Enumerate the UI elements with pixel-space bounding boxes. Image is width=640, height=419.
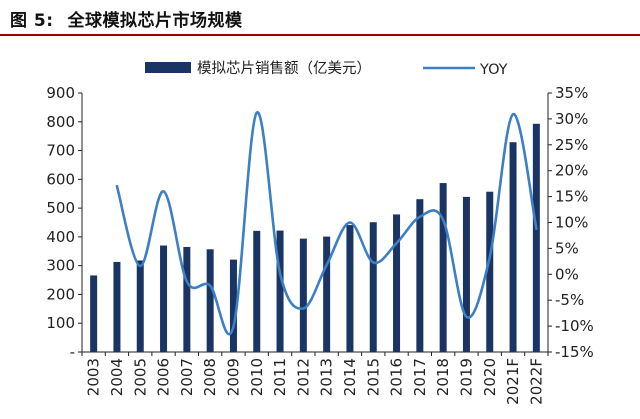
- yoy-point: [395, 242, 398, 245]
- x-tick-label: 2003: [85, 358, 103, 396]
- yoy-point: [465, 315, 468, 318]
- yoy-point: [185, 280, 189, 283]
- x-tick-label: 2021F: [504, 358, 522, 405]
- right-tick-label: 35%: [555, 84, 588, 102]
- x-tick-label: 2012: [294, 358, 312, 396]
- yoy-point: [232, 325, 235, 328]
- x-tick-label: 2016: [388, 358, 406, 396]
- yoy-point: [441, 218, 445, 222]
- yoy-point: [278, 272, 282, 275]
- x-tick-label: 2015: [364, 358, 382, 396]
- sales-bar: [532, 123, 540, 352]
- right-tick-label: 25%: [555, 136, 588, 154]
- yoy-point: [139, 264, 142, 268]
- sales-bar: [206, 249, 214, 352]
- x-tick-label: 2018: [434, 358, 452, 396]
- figure-title-text: 全球模拟芯片市场规模: [67, 11, 243, 31]
- yoy-point: [208, 284, 212, 287]
- x-tick-label: 2019: [457, 358, 475, 396]
- x-tick-label: 2022F: [527, 358, 545, 405]
- yoy-point: [511, 113, 515, 116]
- sales-bar: [90, 275, 98, 352]
- yoy-point: [115, 185, 119, 188]
- x-tick-label: 2010: [248, 358, 266, 396]
- left-tick-label: 300: [46, 257, 75, 275]
- sales-bar: [253, 230, 261, 352]
- x-tick-label: 2017: [411, 358, 429, 396]
- x-tick-label: 2011: [271, 358, 289, 396]
- yoy-point: [348, 221, 352, 224]
- right-tick-label: 20%: [555, 162, 588, 180]
- yoy-point: [255, 111, 258, 114]
- sales-bar: [416, 199, 424, 352]
- sales-bar: [369, 222, 377, 352]
- sales-bar: [393, 214, 401, 352]
- right-tick-label: -15%: [555, 343, 594, 361]
- left-tick-label: 500: [46, 199, 75, 217]
- sales-bar: [113, 261, 121, 352]
- yoy-point: [302, 307, 305, 310]
- sales-bar: [439, 183, 447, 352]
- yoy-point: [418, 215, 422, 219]
- x-tick-label: 2005: [131, 358, 149, 396]
- sales-bar: [299, 238, 307, 352]
- left-tick-label: 200: [46, 285, 75, 303]
- right-tick-label: 0%: [555, 265, 579, 283]
- sales-bar: [462, 196, 470, 352]
- right-tick-label: 30%: [555, 110, 588, 128]
- figure-number: 图 5:: [10, 11, 54, 31]
- sales-bar: [229, 259, 237, 352]
- left-tick-label: 100: [46, 314, 75, 332]
- left-tick-label: -: [70, 343, 75, 361]
- sales-bar: [323, 236, 331, 352]
- left-tick-label: 800: [46, 113, 75, 131]
- title-divider: [0, 34, 640, 36]
- right-tick-label: -5%: [555, 291, 584, 309]
- sales-bar: [183, 246, 191, 352]
- x-tick-label: 2013: [318, 358, 336, 396]
- left-tick-label: 600: [46, 170, 75, 188]
- sales-bar: [509, 142, 517, 352]
- x-tick-label: 2009: [224, 358, 242, 396]
- sales-bar: [346, 225, 354, 352]
- x-tick-label: 2008: [201, 358, 219, 396]
- x-tick-label: 2004: [108, 358, 126, 396]
- right-tick-label: 15%: [555, 188, 588, 206]
- left-tick-label: 900: [46, 84, 75, 102]
- x-tick-label: 2006: [155, 358, 173, 396]
- x-tick-label: 2020: [481, 358, 499, 396]
- x-tick-label: 2014: [341, 358, 359, 396]
- sales-bar: [486, 191, 494, 352]
- yoy-point: [488, 256, 491, 259]
- legend-line-label: YOY: [479, 62, 508, 78]
- x-tick-label: 2007: [178, 358, 196, 396]
- figure-title: 图 5: 全球模拟芯片市场规模: [10, 6, 243, 31]
- sales-bar: [160, 245, 168, 352]
- right-tick-label: 10%: [555, 214, 588, 232]
- yoy-point: [162, 190, 165, 193]
- legend-bar-label: 模拟芯片销售额（亿美元）: [197, 60, 371, 77]
- right-tick-label: 5%: [555, 239, 579, 257]
- yoy-point: [372, 261, 375, 264]
- sales-bar: [136, 260, 144, 352]
- yoy-point: [325, 263, 328, 267]
- right-tick-label: -10%: [555, 317, 594, 335]
- left-tick-label: 400: [46, 228, 75, 246]
- legend-bar-swatch: [145, 62, 191, 73]
- yoy-point: [535, 227, 538, 230]
- sales-bar: [276, 230, 284, 352]
- left-tick-label: 700: [46, 142, 75, 160]
